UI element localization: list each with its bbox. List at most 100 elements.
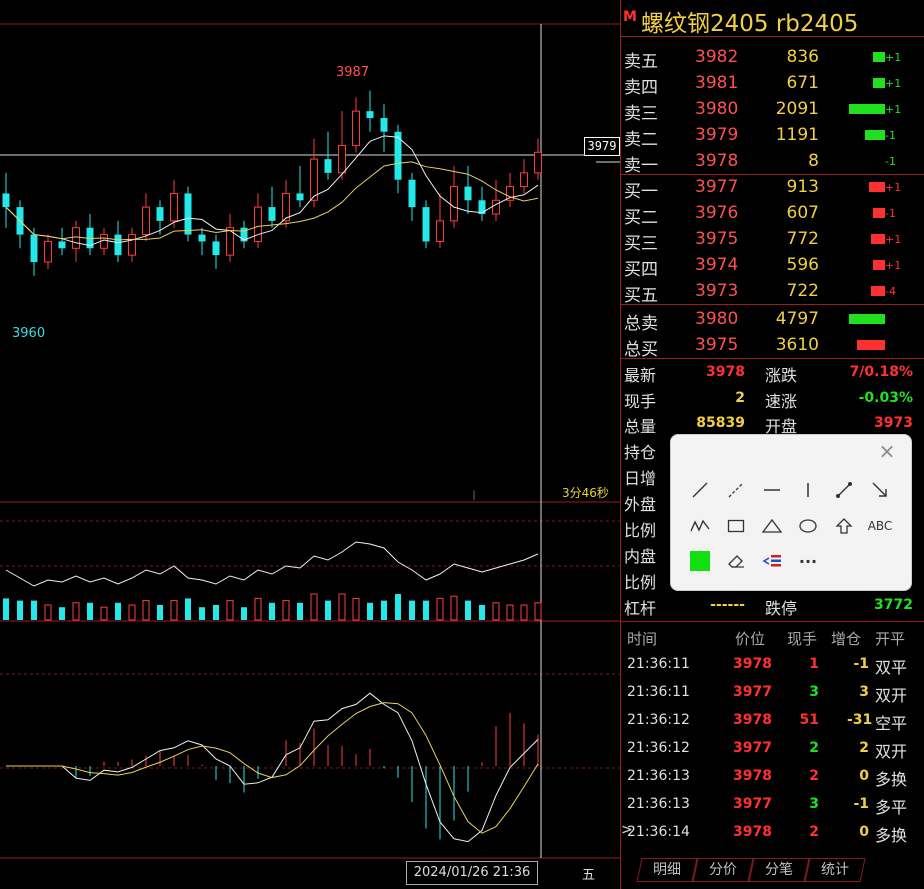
candle-body <box>128 234 136 256</box>
polyline-tool-icon[interactable] <box>685 513 715 539</box>
tick-oi-change: -1 <box>853 656 869 672</box>
kline-chart[interactable] <box>0 0 620 889</box>
kline-chart-area[interactable]: 3987 3960 3979 3分46秒 2024/01/26 21:36 五 <box>0 0 620 889</box>
ask-level-label: 卖三 <box>624 104 658 124</box>
m-badge-icon[interactable]: M <box>623 9 637 25</box>
bid-change: -1 <box>885 207 896 220</box>
ask-row[interactable]: 卖四 3981 671 +1 <box>621 70 924 98</box>
tick-oi-change: -1 <box>853 796 869 812</box>
bid-row[interactable]: 买五 3973 722 -4 <box>621 278 924 306</box>
tick-row[interactable]: 21:36:12 3977 2 2 双开 <box>621 734 924 762</box>
tab-statistics[interactable]: 统计 <box>804 858 866 882</box>
bid-row[interactable]: 买一 3977 913 +1 <box>621 174 924 202</box>
volume-bar <box>269 602 275 620</box>
ask-row[interactable]: 卖一 3978 8 -1 <box>621 148 924 176</box>
tick-price: 3978 <box>733 712 772 728</box>
bid-volume: 596 <box>786 255 819 275</box>
line-tool-icon[interactable] <box>685 477 715 503</box>
tick-time: 21:36:14 <box>627 824 690 840</box>
current-tick-marker: > <box>621 822 633 838</box>
tick-row[interactable]: 21:36:13 3977 3 -1 多平 <box>621 790 924 818</box>
dayinc-label: 日增 <box>624 469 657 488</box>
ask-volume: 1191 <box>775 125 819 145</box>
volume-bar <box>3 598 9 620</box>
tick-volume: 1 <box>809 656 819 672</box>
tick-price: 3978 <box>733 656 772 672</box>
tick-row[interactable]: 21:36:11 3978 1 -1 双平 <box>621 650 924 678</box>
ask-level-label: 卖五 <box>624 52 658 72</box>
candle-body <box>520 172 528 188</box>
totalvol-value: 85839 <box>696 415 745 431</box>
tick-type: 双开 <box>875 686 908 705</box>
tab-price-distribution[interactable]: 分价 <box>692 858 754 882</box>
eraser-icon[interactable] <box>721 548 751 574</box>
tick-header-price: 价位 <box>735 630 766 648</box>
ask-price: 3979 <box>695 125 739 145</box>
detail-tabs: 明细 分价 分笔 统计 <box>621 858 924 882</box>
dashed-line-tool-icon[interactable] <box>721 477 751 503</box>
tick-row[interactable]: 21:36:14 3978 2 0 多换 <box>621 818 924 846</box>
high-price-label: 3987 <box>336 65 370 80</box>
tick-row[interactable]: 21:36:13 3978 2 0 多换 <box>621 762 924 790</box>
candle-body <box>534 151 542 174</box>
candle-body <box>478 200 486 214</box>
candle-body <box>436 220 444 242</box>
ask-volume-bar <box>865 130 885 140</box>
text-tool-icon[interactable]: ABC <box>867 519 893 533</box>
crosshair-date-label: 2024/01/26 21:36 <box>406 861 538 885</box>
ask-row[interactable]: 卖五 3982 836 +1 <box>621 44 924 72</box>
tick-row[interactable]: 21:36:11 3977 3 3 双开 <box>621 678 924 706</box>
bid-level-label: 买五 <box>624 286 658 306</box>
up-arrow-tool-icon[interactable] <box>829 513 859 539</box>
volume-bar <box>115 602 121 620</box>
tick-row[interactable]: 21:36:12 3978 51 -31 空平 <box>621 706 924 734</box>
bid-price: 3976 <box>695 203 739 223</box>
segment-tool-icon[interactable] <box>829 477 859 503</box>
candle-body <box>324 159 332 173</box>
bid-volume-bar <box>873 208 885 218</box>
delete-all-icon[interactable] <box>757 548 787 574</box>
total-sell-price: 3980 <box>695 309 739 329</box>
tick-header-vol: 现手 <box>787 630 818 648</box>
vertical-line-tool-icon[interactable] <box>793 477 823 503</box>
tick-volume: 3 <box>809 684 819 700</box>
ask-row[interactable]: 卖三 3980 2091 +1 <box>621 96 924 124</box>
bid-volume-bar <box>871 234 885 244</box>
rectangle-tool-icon[interactable] <box>721 513 751 539</box>
tick-volume: 2 <box>809 768 819 784</box>
candle-body <box>114 234 122 256</box>
bid-row[interactable]: 买四 3974 596 +1 <box>621 252 924 280</box>
inner-label: 内盘 <box>624 547 657 566</box>
bid-price: 3974 <box>695 255 739 275</box>
volume-bar <box>409 600 415 620</box>
candle-body <box>450 186 458 222</box>
bid-row[interactable]: 买三 3975 772 +1 <box>621 226 924 254</box>
volume-bar <box>381 600 387 620</box>
tab-detail[interactable]: 明细 <box>636 858 698 882</box>
ellipse-tool-icon[interactable] <box>793 513 823 539</box>
close-icon[interactable]: × <box>878 439 896 463</box>
candle-body <box>422 207 430 242</box>
ask-level-label: 卖二 <box>624 130 658 150</box>
tick-type: 多换 <box>875 770 908 789</box>
candle-body <box>198 234 206 242</box>
color-swatch[interactable] <box>685 548 715 574</box>
bid-volume: 913 <box>786 177 819 197</box>
volume-bar <box>310 593 318 621</box>
bid-change: +1 <box>885 181 902 194</box>
bid-row[interactable]: 买二 3976 607 -1 <box>621 200 924 228</box>
tick-volume: 2 <box>809 740 819 756</box>
total-sell-label: 总卖 <box>624 314 658 334</box>
volume-bar <box>479 605 485 620</box>
macd-dif-line <box>6 692 539 843</box>
change-value: 7/0.18% <box>849 364 913 380</box>
more-icon[interactable]: ··· <box>798 551 818 571</box>
arrow-tool-icon[interactable] <box>865 477 895 503</box>
open-label: 开盘 <box>765 417 798 436</box>
bid-change: -4 <box>885 285 896 298</box>
tab-tick[interactable]: 分笔 <box>748 858 810 882</box>
triangle-tool-icon[interactable] <box>757 513 787 539</box>
ask-volume-bar <box>849 104 885 114</box>
horizontal-line-tool-icon[interactable] <box>757 477 787 503</box>
ask-row[interactable]: 卖二 3979 1191 -1 <box>621 122 924 150</box>
